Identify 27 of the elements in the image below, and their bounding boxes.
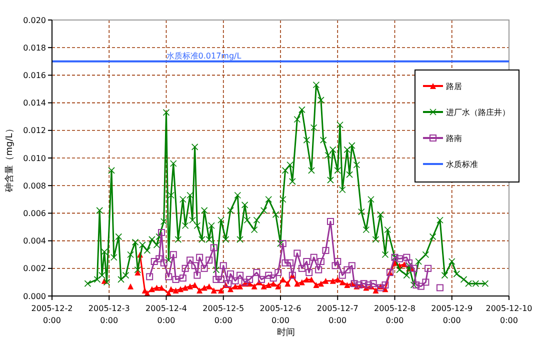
x-tick-label: 2005-12-2 0:00 [31,304,73,325]
legend-label: 路南 [446,134,462,143]
annotation: 水质标准0.017mg/L [166,51,242,60]
legend-label: 路居 [446,82,462,91]
y-tick-label: 0.012 [23,126,46,136]
y-tick-label: 0.014 [23,98,46,108]
x-tick-label: 2005-12-8 0:00 [374,304,416,325]
x-tick-label: 2005-12-4 0:00 [146,304,187,325]
y-tick-label: 0.020 [23,16,46,25]
y-tick-label: 0.002 [23,264,46,274]
y-tick-label: 0.008 [23,181,46,190]
x-tick-label: 2005-12-9 0:00 [431,304,473,325]
y-tick-label: 0.010 [23,154,46,163]
x-tick-label: 2005-12-10 0:00 [486,304,532,325]
x-tick-label: 2005-12-6 0:00 [260,304,302,325]
y-tick-label: 0.000 [23,292,46,301]
legend-label: 进厂水（路庄井） [446,108,510,117]
y-tick-label: 0.018 [23,43,46,52]
x-axis-title: 时间 [277,327,295,338]
legend-label: 水质标准 [446,160,478,169]
y-tick-label: 0.004 [23,236,46,246]
x-tick-label: 2005-12-5 0:00 [202,304,244,325]
y-tick-label: 0.006 [23,209,46,218]
x-tick-label: 2005-12-3 0:00 [88,304,130,325]
y-tick-label: 0.016 [23,71,46,80]
x-tick-label: 2005-12-7 0:00 [316,304,358,325]
y-axis-title: 砷含量（mg/L） [4,124,15,193]
